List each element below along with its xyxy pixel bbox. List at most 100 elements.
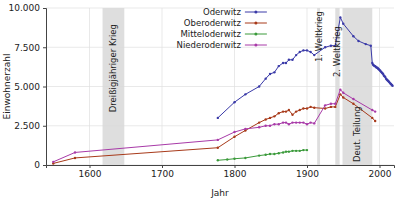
data-point [371,109,373,111]
legend-item: Oderwitz [203,7,267,17]
annotation-label: Dreißigjähriger Krieg [108,24,118,112]
data-point [309,51,311,53]
annotation-label: 2. Weltkrieg [332,26,342,77]
legend-label: Oberoderwitz [184,18,242,28]
data-point [339,16,341,18]
data-point [291,121,293,123]
data-point [334,103,336,105]
annotations: Dreißigjähriger Krieg 1. Weltkrieg 2. Welt… [108,11,362,162]
data-point [244,93,246,95]
plot: 1600 1700 1800 1900 2000 0 2.500 5.000 7.500 10.0… [9,3,395,179]
data-point [291,150,293,152]
legend-label: Niederoderwitz [177,40,242,50]
data-point [278,112,280,114]
data-point [306,49,308,51]
tick: 5.000 [14,82,46,92]
data-point [217,159,219,161]
legend-marker [254,44,257,47]
grid [46,8,394,165]
tick-label: 10.000 [9,3,41,13]
data-point [313,106,315,108]
legend-swatch [245,34,267,35]
data-point [226,158,228,160]
data-point [381,72,383,74]
data-point [339,93,341,95]
period-band [343,8,373,165]
data-point [299,51,301,53]
data-point [264,118,266,120]
data-point [244,157,246,159]
data-point [278,123,280,125]
data-point [302,121,304,123]
tick: 2000 [369,165,392,179]
tick-mark [43,47,46,48]
data-point [299,150,301,152]
tick-label: 5.000 [14,82,40,92]
data-point [217,117,219,119]
data-point [352,98,354,100]
tick-label: 7.500 [14,43,40,53]
data-point [334,106,336,108]
tick-label: 1800 [224,169,247,179]
legend-item: Oberoderwitz [184,18,267,28]
data-point [324,104,326,106]
data-point [217,139,219,141]
tick-label: 2.500 [14,121,40,131]
tick-mark [43,8,46,9]
data-point [374,110,376,112]
data-point [383,75,385,77]
data-point [264,77,266,79]
legend-label: Mitteloderwitz [180,29,241,39]
data-point [330,106,332,108]
data-point [391,84,393,86]
tick-mark [307,165,308,168]
legend-item: Niederoderwitz [177,40,267,50]
data-point [285,121,287,123]
data-point [244,128,246,130]
data-point [352,35,354,37]
data-point [288,123,290,125]
data-point [295,54,297,56]
data-point [217,147,219,149]
tick: 1900 [296,165,319,179]
data-point [258,154,260,156]
tick: 10.000 [9,3,47,13]
tick-mark [162,165,163,168]
data-point [374,120,376,122]
data-point [342,96,344,98]
data-point [264,125,266,127]
legend-item: Mitteloderwitz [180,29,266,39]
legend: OderwitzOberoderwitzMitteloderwitzNieder… [177,7,267,50]
series-line [53,90,375,162]
data-point [233,158,235,160]
data-point [313,122,315,124]
tick: 1600 [79,165,102,179]
data-point [339,88,341,90]
data-point [233,136,235,138]
data-point [302,107,304,109]
series-line [218,17,393,117]
data-point [273,123,275,125]
annotation-label: 1. Weltkrieg [314,11,324,62]
tick-label: 1700 [151,169,174,179]
tick-mark [235,165,236,168]
data-point [233,101,235,103]
data-point [233,131,235,133]
annotation-label: Deut. Teilung [352,106,362,162]
data-point [288,150,290,152]
data-point [299,109,301,111]
data-point [258,85,260,87]
data-point [306,107,308,109]
data-point [264,154,266,156]
data-point [273,71,275,73]
data-point [282,151,284,153]
tick-label: 0 [34,160,40,170]
legend-label: Oderwitz [203,7,241,17]
data-point [330,103,332,105]
axis-line [43,9,47,166]
legend-swatch [245,45,267,46]
y-axis-title: Einwohnerzahl [2,54,12,120]
data-point [269,117,271,119]
data-point [371,117,373,119]
axis-line [47,166,395,169]
